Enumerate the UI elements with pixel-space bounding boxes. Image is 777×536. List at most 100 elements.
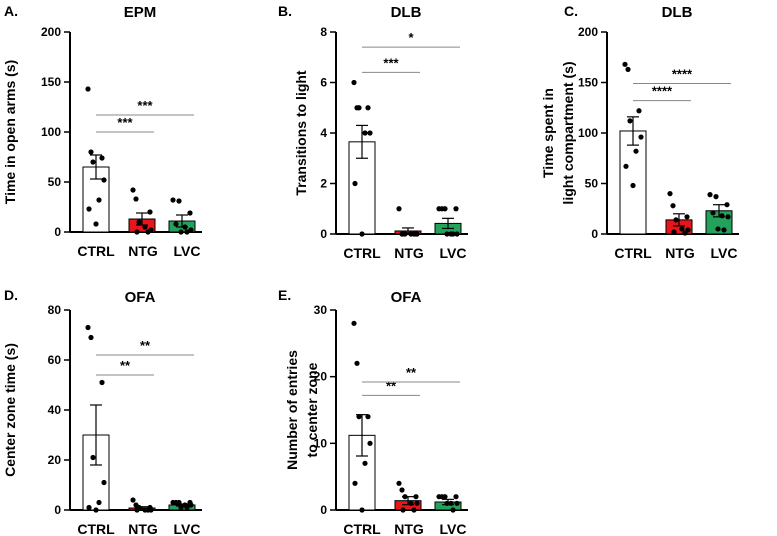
y-tick-label: 0 xyxy=(54,503,61,517)
data-point xyxy=(724,202,730,208)
category-label: CTRL xyxy=(614,245,652,261)
y-tick-label: 100 xyxy=(41,125,61,139)
data-point xyxy=(450,507,456,513)
y-tick-label: 6 xyxy=(320,76,327,90)
data-point xyxy=(623,163,629,169)
y-axis-label: light compartment (s) xyxy=(560,61,576,204)
significance-label: *** xyxy=(383,55,399,70)
significance-label: ** xyxy=(406,365,417,380)
data-point xyxy=(184,229,190,235)
data-point xyxy=(715,226,721,232)
y-tick-label: 50 xyxy=(585,177,599,191)
y-axis-label: Time in open arms (s) xyxy=(2,60,18,204)
y-axis-label: Time spent in xyxy=(540,88,556,178)
data-point xyxy=(147,209,153,215)
y-tick-label: 10 xyxy=(314,436,328,450)
data-point xyxy=(400,507,406,513)
chart-panel-e: E. OFA Number of entries to center zone 0 10 2… xyxy=(278,287,468,536)
data-point xyxy=(99,155,105,161)
chart-panel-d: D. OFA Center zone time (s) 0 20 40 60 80 CTRL NT… xyxy=(2,287,202,536)
data-point xyxy=(673,217,679,223)
data-point xyxy=(636,108,642,114)
data-point xyxy=(133,196,139,202)
chart-panel-a: A. EPM Time in open arms (s) 0 50 100 150 200 CT… xyxy=(2,3,202,259)
data-point xyxy=(134,507,140,513)
category-label: CTRL xyxy=(77,521,115,536)
y-tick-label: 50 xyxy=(48,175,62,189)
data-point xyxy=(354,360,360,366)
data-point xyxy=(670,203,676,209)
data-point xyxy=(719,213,725,219)
category-label: NTG xyxy=(128,521,158,536)
data-point xyxy=(101,479,107,486)
data-point xyxy=(356,414,362,420)
data-point xyxy=(365,105,371,111)
data-point xyxy=(182,224,188,230)
data-point xyxy=(453,494,459,500)
data-point xyxy=(710,210,716,216)
data-point xyxy=(90,454,96,461)
data-point xyxy=(86,504,92,511)
category-label: LVC xyxy=(711,245,738,261)
panel-letter: A. xyxy=(4,3,18,19)
y-tick-label: 0 xyxy=(320,227,327,241)
data-point xyxy=(402,494,408,500)
data-point xyxy=(178,504,184,511)
y-tick-label: 0 xyxy=(591,227,598,241)
data-point xyxy=(679,226,685,232)
data-point xyxy=(351,320,357,326)
category-label: LVC xyxy=(440,521,467,536)
data-point xyxy=(413,494,419,500)
significance-label: * xyxy=(408,30,414,45)
bar-ctrl xyxy=(348,141,376,235)
data-point xyxy=(439,206,445,212)
panel-letter: B. xyxy=(278,3,292,19)
category-label: CTRL xyxy=(77,243,115,259)
y-tick-label: 200 xyxy=(41,25,61,39)
data-point xyxy=(99,379,105,386)
y-axis-label: Number of entries xyxy=(284,350,300,470)
significance-label: **** xyxy=(672,67,693,82)
data-point xyxy=(88,149,94,155)
data-point xyxy=(411,507,417,513)
data-point xyxy=(399,487,405,493)
data-point xyxy=(362,130,368,136)
data-point xyxy=(627,118,633,124)
data-point xyxy=(145,229,151,235)
data-point xyxy=(671,229,677,235)
data-point xyxy=(170,197,176,203)
y-tick-label: 100 xyxy=(578,126,598,140)
data-point xyxy=(359,507,365,513)
chart-title: DLB xyxy=(391,4,422,21)
category-label: LVC xyxy=(174,521,201,536)
data-point xyxy=(96,499,102,506)
data-point xyxy=(93,507,99,513)
data-point xyxy=(684,214,690,220)
data-point xyxy=(713,194,719,200)
chart-panel-c: C. DLB Time spent in light compartment (s) 0… xyxy=(540,3,739,261)
data-point xyxy=(173,221,179,227)
data-point xyxy=(145,507,151,513)
data-point xyxy=(439,494,445,500)
chart-title: DLB xyxy=(662,4,693,21)
data-point xyxy=(633,148,639,154)
data-point xyxy=(130,187,136,193)
data-point xyxy=(400,231,406,237)
data-point xyxy=(367,130,373,136)
data-point xyxy=(173,499,179,506)
data-point xyxy=(90,159,96,165)
data-point xyxy=(352,180,358,187)
data-point xyxy=(725,214,731,220)
data-point xyxy=(408,500,414,506)
data-point xyxy=(362,460,368,466)
panel-letter: C. xyxy=(564,3,578,19)
y-tick-label: 0 xyxy=(320,503,327,517)
data-point xyxy=(414,500,420,506)
significance-label: ** xyxy=(140,338,151,353)
y-tick-label: 150 xyxy=(578,76,598,90)
data-point xyxy=(352,480,358,486)
data-point xyxy=(134,229,140,235)
data-point xyxy=(96,197,102,203)
data-point xyxy=(351,79,357,86)
